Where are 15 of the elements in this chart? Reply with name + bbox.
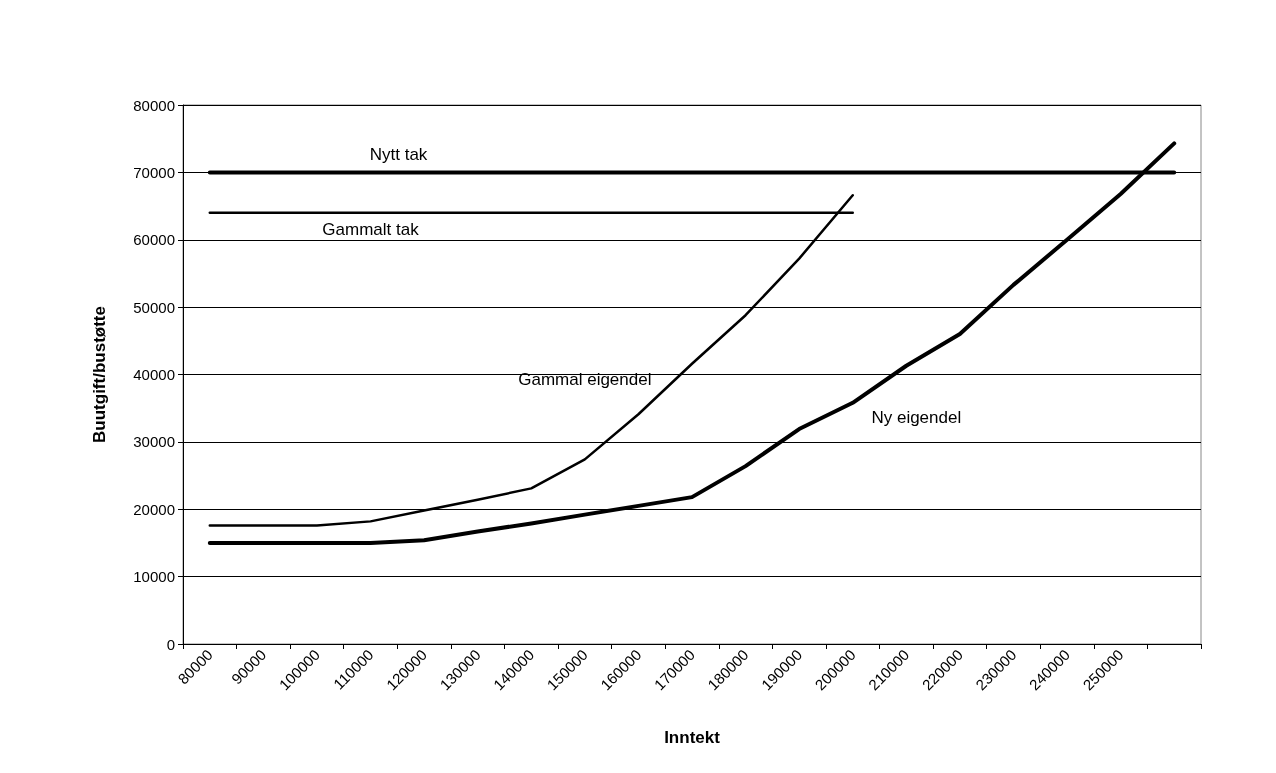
y-tick-label: 60000 [133, 231, 175, 249]
series-label: Gammal eigendel [518, 369, 652, 389]
y-tick-label: 20000 [133, 500, 175, 518]
y-tick-label: 50000 [133, 298, 175, 316]
series-label: Ny eigendel [871, 408, 962, 428]
x-axis-title: Inntekt [664, 728, 721, 747]
y-axis-title: Buutgift/bustøtte [90, 306, 109, 443]
y-tick-label: 40000 [133, 366, 175, 383]
y-tick-label: 10000 [133, 568, 175, 586]
y-tick-label: 30000 [133, 433, 175, 451]
y-tick-label: 0 [166, 635, 175, 653]
series-label: Gammalt tak [322, 220, 420, 240]
series-label: Nytt tak [369, 144, 428, 164]
y-tick-label: 70000 [133, 163, 175, 181]
y-tick-label: 80000 [133, 96, 175, 114]
